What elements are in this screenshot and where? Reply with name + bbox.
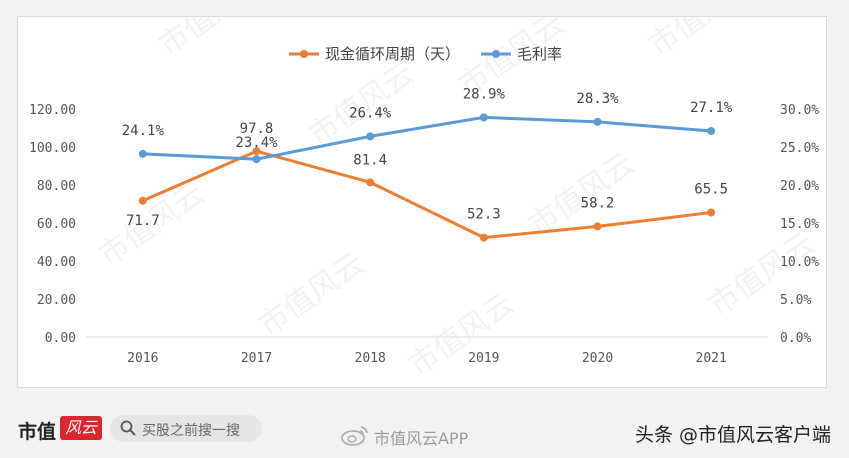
y-right-tick-label: 0.0% xyxy=(780,331,811,346)
data-label: 28.3% xyxy=(576,91,619,107)
y-right-tick-label: 25.0% xyxy=(780,141,819,156)
legend-label: 现金循环周期（天） xyxy=(325,45,460,63)
legend: 现金循环周期（天） 毛利率 xyxy=(289,45,562,63)
data-point xyxy=(707,127,716,136)
data-point xyxy=(366,178,375,187)
data-label: 97.8 xyxy=(240,121,274,137)
x-tick-label: 2016 xyxy=(127,351,158,366)
axes: 0.00 20.00 40.00 60.00 80.00 100.00 120.00 0.0%… xyxy=(29,103,819,366)
y-left-tick-label: 0.00 xyxy=(45,331,76,346)
data-point xyxy=(593,117,602,126)
watermark-text: 市值风云 xyxy=(643,17,761,64)
watermark-text: 市值风云 xyxy=(253,246,371,343)
y-right-tick-label: 10.0% xyxy=(780,255,819,270)
watermark-text: 市值风云 xyxy=(703,226,821,323)
watermark-layer: 市值风云市值风云市值风云市值风云市值风云市值风云市值风云市值风云市值风云 xyxy=(93,17,821,384)
search-box[interactable]: 买股之前搜一搜 xyxy=(110,415,262,442)
data-label: 28.9% xyxy=(463,86,506,102)
x-tick-label: 2021 xyxy=(696,351,727,366)
data-label: 27.1% xyxy=(690,100,733,116)
search-placeholder: 买股之前搜一搜 xyxy=(142,423,240,439)
y-right-tick-label: 20.0% xyxy=(780,179,819,194)
data-label: 65.5 xyxy=(694,182,728,198)
weibo-account: 市值风云APP xyxy=(374,429,469,448)
line-chart: 市值风云市值风云市值风云市值风云市值风云市值风云市值风云市值风云市值风云 现金循… xyxy=(29,17,821,384)
data-point xyxy=(138,149,147,158)
legend-label: 毛利率 xyxy=(517,45,562,63)
y-left-tick-label: 20.00 xyxy=(37,293,76,308)
data-label: 81.4 xyxy=(353,152,387,168)
data-label: 23.4% xyxy=(235,135,278,151)
x-tick-label: 2018 xyxy=(355,351,386,366)
y-left-tick-label: 100.00 xyxy=(29,141,76,156)
legend-swatch-marker xyxy=(492,50,500,58)
legend-swatch-marker xyxy=(300,50,308,58)
watermark-text: 市值风云 xyxy=(403,286,521,383)
data-point xyxy=(252,155,261,164)
data-point xyxy=(252,147,261,156)
series-layer: 71.7 97.8 81.4 52.3 58.2 65.5 24.1% 23.4% 26.4% 2… xyxy=(122,86,733,242)
x-tick-label: 2019 xyxy=(468,351,499,366)
data-point xyxy=(479,233,488,242)
series-line xyxy=(142,115,712,161)
x-tick-label: 2020 xyxy=(582,351,613,366)
data-label: 52.3 xyxy=(467,207,501,223)
data-point xyxy=(138,196,147,205)
y-right-tick-label: 5.0% xyxy=(780,293,811,308)
search-icon xyxy=(120,420,136,436)
weibo-icon xyxy=(341,426,368,446)
x-tick-label: 2017 xyxy=(241,351,272,366)
brand-name: 市值 xyxy=(18,421,57,443)
chart-card: 市值风云市值风云市值风云市值风云市值风云市值风云市值风云市值风云市值风云 现金循… xyxy=(17,16,827,388)
y-left-tick-label: 40.00 xyxy=(37,255,76,270)
credit-text: 头条 @市值风云客户端 xyxy=(634,424,831,446)
data-label: 71.7 xyxy=(126,213,160,229)
y-right-tick-label: 30.0% xyxy=(780,103,819,118)
y-left-tick-label: 80.00 xyxy=(37,179,76,194)
data-point xyxy=(707,208,716,217)
data-point xyxy=(593,222,602,231)
y-left-tick-label: 120.00 xyxy=(29,103,76,118)
data-point xyxy=(366,132,375,141)
watermark-text: 市值风云 xyxy=(153,17,271,64)
footer: 市值 风云 买股之前搜一搜 市值风云APP 头条 @市值风云客户端 xyxy=(0,400,849,458)
y-right-tick-label: 15.0% xyxy=(780,217,819,232)
data-label: 24.1% xyxy=(122,123,165,139)
y-left-tick-label: 60.00 xyxy=(37,217,76,232)
data-point xyxy=(479,113,488,122)
data-label: 58.2 xyxy=(581,195,615,211)
brand-logo: 风云 xyxy=(60,416,102,440)
data-label: 26.4% xyxy=(349,105,392,121)
